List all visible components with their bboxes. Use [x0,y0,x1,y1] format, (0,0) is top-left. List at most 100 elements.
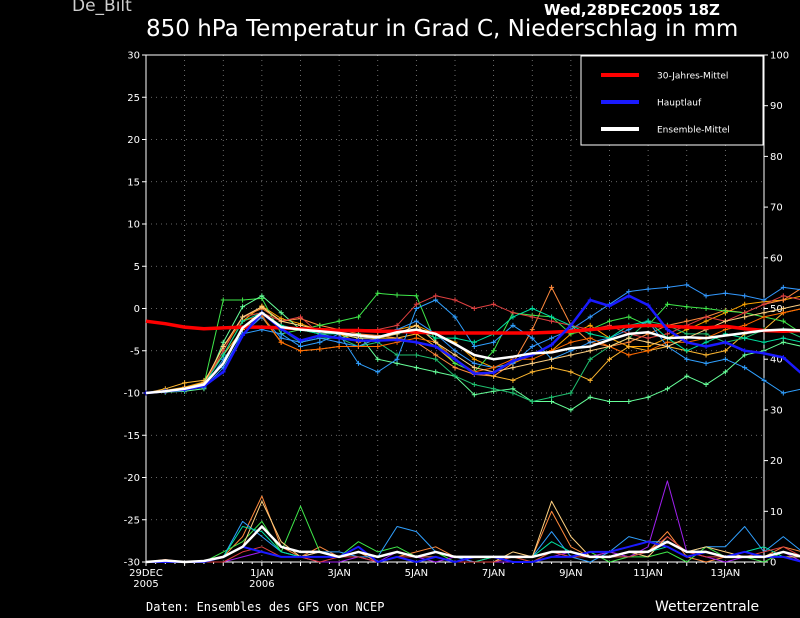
temp-marker [780,293,786,299]
temp-marker [510,390,516,396]
temp-marker [587,322,593,328]
temp-marker [761,314,767,320]
temp-marker [703,314,709,320]
temp-marker [182,380,188,386]
temp-line [145,295,800,411]
temp-marker [626,339,632,345]
temp-line [145,284,800,394]
temp-marker [703,360,709,366]
temp-marker [510,310,516,316]
temp-marker [355,360,361,366]
temp-marker [220,369,226,375]
temp-marker [413,365,419,371]
temp-marker [240,304,246,310]
temp-marker [587,356,593,362]
temp-marker [433,293,439,299]
legend-label: Ensemble-Mittel [657,126,730,136]
temp-marker [568,369,574,375]
temp-marker [780,284,786,290]
temp-marker [780,318,786,324]
y-tick-label-left: 5 [134,262,140,273]
x-tick-label: 7JAN [482,568,505,579]
y-tick-label-left: 0 [134,304,140,315]
temp-marker [549,335,555,341]
temp-marker [394,360,400,366]
temp-marker [413,339,419,345]
temp-line [145,286,800,394]
temp-marker [742,310,748,316]
temp-line [145,311,800,395]
temp-marker [684,318,690,324]
temp-marker [626,398,632,404]
temp-marker [664,344,670,350]
temp-marker [491,370,497,376]
temp-marker [587,394,593,400]
temp-marker [684,373,690,379]
temp-marker [780,355,786,361]
y-tick-label-right: 100 [770,51,789,62]
temp-marker [259,304,265,310]
chart-title: 850 hPa Temperatur in Grad C, Niederschl… [146,16,739,42]
temp-marker [278,310,284,316]
temp-marker [471,392,477,398]
y-tick-label-right: 80 [770,152,783,163]
temp-marker [529,344,535,350]
temp-marker [510,314,516,320]
temp-marker [510,377,516,383]
temp-marker [471,371,477,377]
temp-marker [471,360,477,366]
temp-marker [413,335,419,341]
temp-marker [298,338,303,344]
temp-marker [549,342,555,348]
temp-marker [607,303,612,309]
temp-marker [780,335,786,341]
temp-marker [780,390,786,396]
temp-marker [722,356,728,362]
temp-marker [452,352,458,358]
x-tick-label: 1JAN [250,568,273,579]
temp-marker [433,339,439,345]
temp-marker [664,386,670,392]
temp-marker [780,339,786,345]
temp-marker [761,350,767,356]
temp-marker [703,318,709,324]
temp-marker [722,290,728,296]
y-tick-label-left: -30 [124,558,140,569]
temp-marker [433,344,439,350]
temp-marker [761,297,767,303]
temp-marker [703,382,709,388]
temp-marker [413,293,419,299]
temp-marker [742,301,748,307]
temp-marker [549,398,555,404]
y-tick-label-left: 15 [127,177,140,188]
precip-line [145,525,800,564]
temp-marker [278,331,284,337]
temp-marker [645,348,651,354]
temp-marker [298,348,303,354]
temp-marker [433,335,439,341]
y-tick-label-right: 90 [770,101,783,112]
y-tick-label-right: 60 [770,253,783,264]
temp-marker [607,318,612,324]
temp-marker [413,306,419,311]
temp-marker [742,293,748,299]
temp-marker [220,344,226,350]
temp-marker [587,314,593,320]
x-tick-label: 3JAN [327,568,350,579]
x-tick-label: 5JAN [405,568,428,579]
model-run-datetime: Wed,28DEC2005 18Z [544,1,720,19]
temp-marker [626,352,632,358]
temp-marker [626,335,632,341]
site-brand: Wetterzentrale [655,599,760,615]
temp-marker [355,314,361,320]
temp-marker [452,360,458,366]
temp-marker [394,337,400,343]
temp-marker [471,365,477,371]
temp-marker [780,306,786,311]
temp-marker [220,297,226,303]
y-tick-label-left: 25 [127,93,140,104]
y-tick-label-right: 20 [770,456,783,467]
temp-marker [664,331,670,337]
temp-marker [664,339,670,345]
